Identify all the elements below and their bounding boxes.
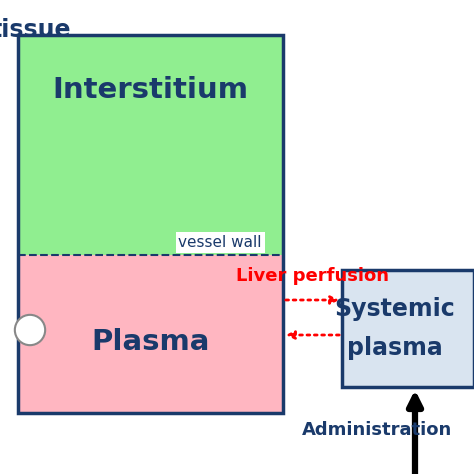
Bar	[18, 35, 283, 413]
Text: Interstitium: Interstitium	[53, 76, 248, 104]
Bar	[342, 270, 474, 387]
Text: Systemic: Systemic	[335, 297, 455, 320]
Text: Administration: Administration	[302, 421, 452, 439]
Circle shape	[15, 315, 45, 345]
Text: plasma: plasma	[347, 337, 443, 360]
Text: Liver perfusion: Liver perfusion	[236, 267, 389, 285]
Bar	[18, 255, 283, 413]
Text: vessel wall: vessel wall	[178, 235, 262, 250]
Text: Plasma: Plasma	[91, 328, 210, 356]
Text: tissue: tissue	[0, 18, 71, 42]
Bar	[18, 35, 283, 255]
